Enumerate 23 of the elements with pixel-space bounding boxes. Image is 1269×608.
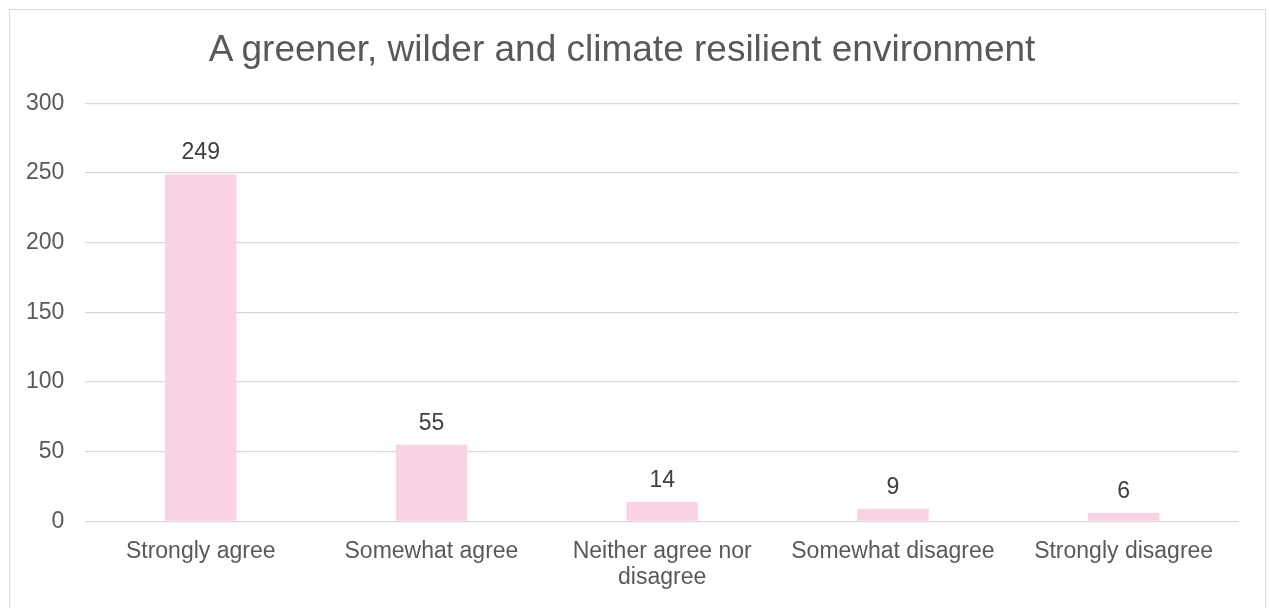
x-tick-label: Neither agree nor disagree <box>572 537 753 589</box>
bar <box>626 501 698 521</box>
data-label: 14 <box>649 465 676 492</box>
data-label: 6 <box>1117 477 1131 504</box>
y-tick-label: 150 <box>26 297 65 324</box>
y-tick-label: 50 <box>38 437 65 464</box>
y-tick-label: 250 <box>26 158 65 185</box>
chart-title: A greener, wilder and climate resilient environment <box>208 28 1037 70</box>
x-tick-label: Strongly agree <box>125 537 276 564</box>
x-tick-label: Strongly disagree <box>1034 537 1214 564</box>
data-label: 55 <box>418 408 445 435</box>
bar <box>857 508 929 521</box>
x-tick-label: Somewhat agree <box>344 537 519 564</box>
y-tick-label: 200 <box>26 228 65 255</box>
y-tick-label: 100 <box>26 367 65 394</box>
bar <box>395 444 468 521</box>
data-label: 249 <box>181 138 220 165</box>
bar <box>164 174 237 521</box>
y-tick-label: 300 <box>26 88 65 115</box>
y-tick-label: 0 <box>51 506 65 533</box>
x-tick-label: Somewhat disagree <box>791 537 995 564</box>
data-label: 9 <box>886 472 900 499</box>
bar <box>1087 513 1160 521</box>
